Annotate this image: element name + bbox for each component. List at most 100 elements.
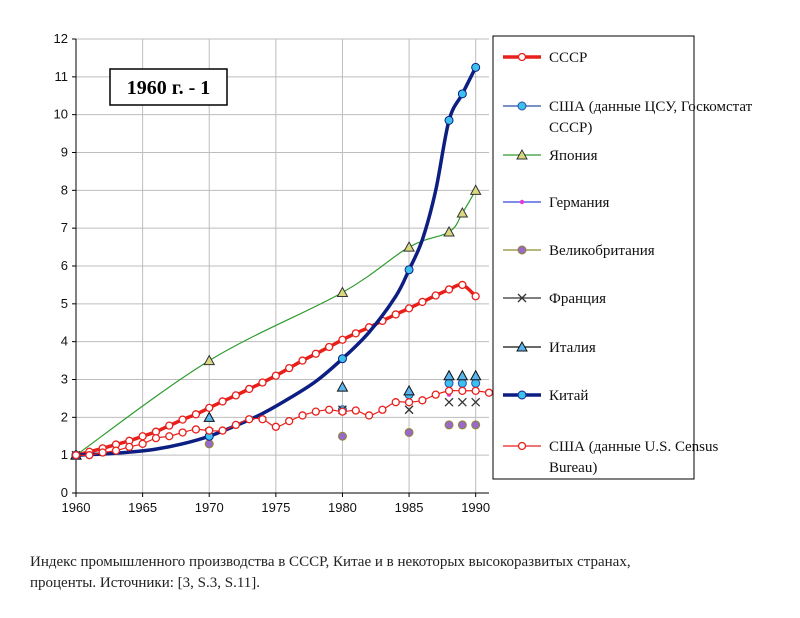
data-point <box>404 405 414 415</box>
data-point <box>443 369 455 381</box>
data-point <box>338 335 347 344</box>
legend-item: СССР <box>503 50 587 66</box>
data-point <box>336 381 349 392</box>
data-point <box>203 411 216 422</box>
legend-item: США (данные ЦСУ, Госкомстат СССР) <box>503 99 753 136</box>
data-point <box>391 398 400 407</box>
data-point <box>298 411 307 420</box>
data-point <box>469 184 482 195</box>
annotation-text: 1960 г. - 1 <box>127 77 211 99</box>
y-tick-label: 3 <box>61 372 68 387</box>
data-point <box>336 286 349 297</box>
x-tick-label: 1980 <box>328 500 357 515</box>
data-point <box>245 415 254 424</box>
data-point <box>444 397 454 407</box>
data-point <box>456 369 469 381</box>
series-line <box>75 66 478 457</box>
data-point <box>431 291 440 300</box>
legend-label: Китай <box>549 388 588 404</box>
data-point <box>404 265 414 275</box>
series-layer <box>70 62 494 460</box>
data-point <box>391 310 400 319</box>
data-point <box>204 439 214 449</box>
y-tick-label: 4 <box>61 334 68 349</box>
data-point <box>231 391 241 400</box>
data-point <box>471 292 480 301</box>
data-point <box>258 378 267 387</box>
data-point <box>165 432 174 441</box>
data-point <box>457 89 467 99</box>
data-point <box>285 416 294 426</box>
data-point <box>444 378 454 388</box>
data-point <box>378 405 387 414</box>
legend: СССР США (данные ЦСУ, Госкомстат СССР) Япон… <box>492 35 753 480</box>
y-tick-label: 5 <box>61 296 68 311</box>
data-point <box>404 304 414 313</box>
data-point <box>517 390 527 400</box>
series-6 <box>70 369 482 460</box>
data-point <box>151 433 161 443</box>
data-point <box>458 280 467 290</box>
y-tick-label: 6 <box>61 258 68 273</box>
data-point <box>516 340 528 352</box>
data-point <box>457 397 467 407</box>
data-point <box>203 354 216 366</box>
legend-label: США (данные ЦСУ, Госкомстат СССР) <box>549 99 753 136</box>
data-point <box>165 421 174 430</box>
x-tick-label: 1965 <box>128 500 157 515</box>
legend-item: Германия <box>503 195 610 211</box>
series-0 <box>71 280 480 460</box>
y-tick-label: 11 <box>55 69 69 84</box>
data-point <box>191 425 201 434</box>
y-tick-label: 9 <box>61 145 68 160</box>
data-point <box>404 398 414 407</box>
series-8 <box>71 386 494 460</box>
data-point <box>258 415 267 424</box>
y-tick-label: 2 <box>61 409 68 424</box>
data-point <box>418 396 427 405</box>
data-point <box>231 420 241 430</box>
series-4 <box>71 420 481 460</box>
data-point <box>517 52 527 62</box>
y-tick-label: 12 <box>54 31 68 46</box>
series-line <box>75 389 490 456</box>
data-point <box>516 148 528 160</box>
data-point <box>403 384 415 396</box>
data-point <box>484 388 494 397</box>
data-point <box>471 397 481 407</box>
y-tick-label: 0 <box>61 485 68 500</box>
annotation-box: 1960 г. - 1 <box>109 68 228 106</box>
data-point <box>517 245 527 255</box>
data-point <box>471 62 481 72</box>
data-point <box>444 386 454 396</box>
data-point <box>337 431 347 441</box>
data-point <box>457 378 467 388</box>
data-point <box>431 390 440 399</box>
y-tick-label: 1 <box>61 447 68 462</box>
data-point <box>218 426 227 435</box>
data-point <box>517 293 527 303</box>
data-point <box>364 411 374 420</box>
data-point <box>418 297 427 307</box>
axes <box>72 38 489 497</box>
data-point <box>351 406 360 415</box>
data-point <box>285 363 294 373</box>
data-point <box>517 101 527 111</box>
data-point <box>71 451 81 460</box>
legend-item: Франция <box>503 291 606 307</box>
data-point <box>324 405 334 414</box>
data-point <box>298 356 307 365</box>
figure-caption: Индекс промышленного производства в СССР… <box>30 552 780 594</box>
data-point <box>205 403 214 413</box>
data-point <box>205 426 214 435</box>
data-point <box>138 432 147 441</box>
legend-label: Франция <box>549 291 606 307</box>
data-point <box>271 371 280 380</box>
legend-item: США (данные U.S. Census Bureau) <box>503 439 718 476</box>
data-point <box>98 448 107 457</box>
legend-label: Великобритания <box>549 243 655 259</box>
x-tick-label: 1975 <box>261 500 290 515</box>
data-point <box>444 420 454 430</box>
data-point <box>178 428 187 437</box>
